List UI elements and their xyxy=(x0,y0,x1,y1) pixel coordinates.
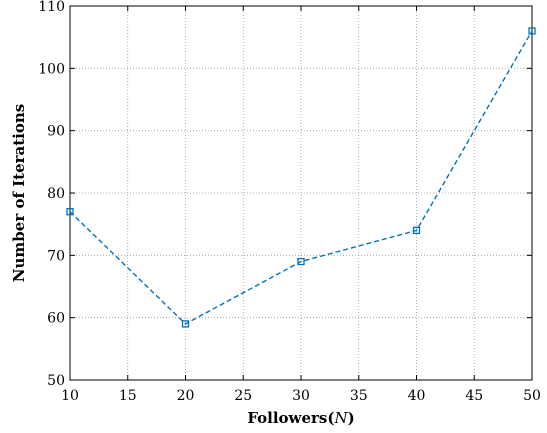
x-tick-label: 50 xyxy=(523,388,541,404)
data-point-marker xyxy=(528,27,536,35)
x-axis-label: Followers(N) xyxy=(247,409,354,427)
x-tick-label: 40 xyxy=(408,388,426,404)
series-line xyxy=(69,30,533,325)
x-tick-label: 35 xyxy=(350,388,368,404)
x-tick-label: 45 xyxy=(465,388,483,404)
x-tick-label: 30 xyxy=(292,388,310,404)
y-tick-label: 100 xyxy=(38,61,65,77)
data-point-marker xyxy=(181,320,190,328)
x-tick-label: 20 xyxy=(177,388,195,404)
ticks: 10 15 20 25 30 35 40 45 50 50 60 70 80 90 100 110 xyxy=(38,0,541,404)
data-point-marker xyxy=(297,257,305,266)
data-point-marker xyxy=(412,226,421,235)
y-tick-label: 90 xyxy=(47,124,65,140)
y-tick-label: 70 xyxy=(47,248,65,264)
y-tick-label: 50 xyxy=(47,373,65,389)
data-point-marker xyxy=(66,208,74,216)
y-tick-label: 80 xyxy=(47,186,65,202)
x-tick-label: 15 xyxy=(119,388,137,404)
x-tick-label: 10 xyxy=(61,388,79,404)
series-layer xyxy=(66,27,536,328)
grid xyxy=(70,6,532,380)
y-axis-label: Number of Iterations xyxy=(10,104,28,282)
y-tick-label: 60 xyxy=(47,311,65,327)
y-tick-label: 110 xyxy=(38,0,65,15)
x-tick-label: 25 xyxy=(234,388,252,404)
